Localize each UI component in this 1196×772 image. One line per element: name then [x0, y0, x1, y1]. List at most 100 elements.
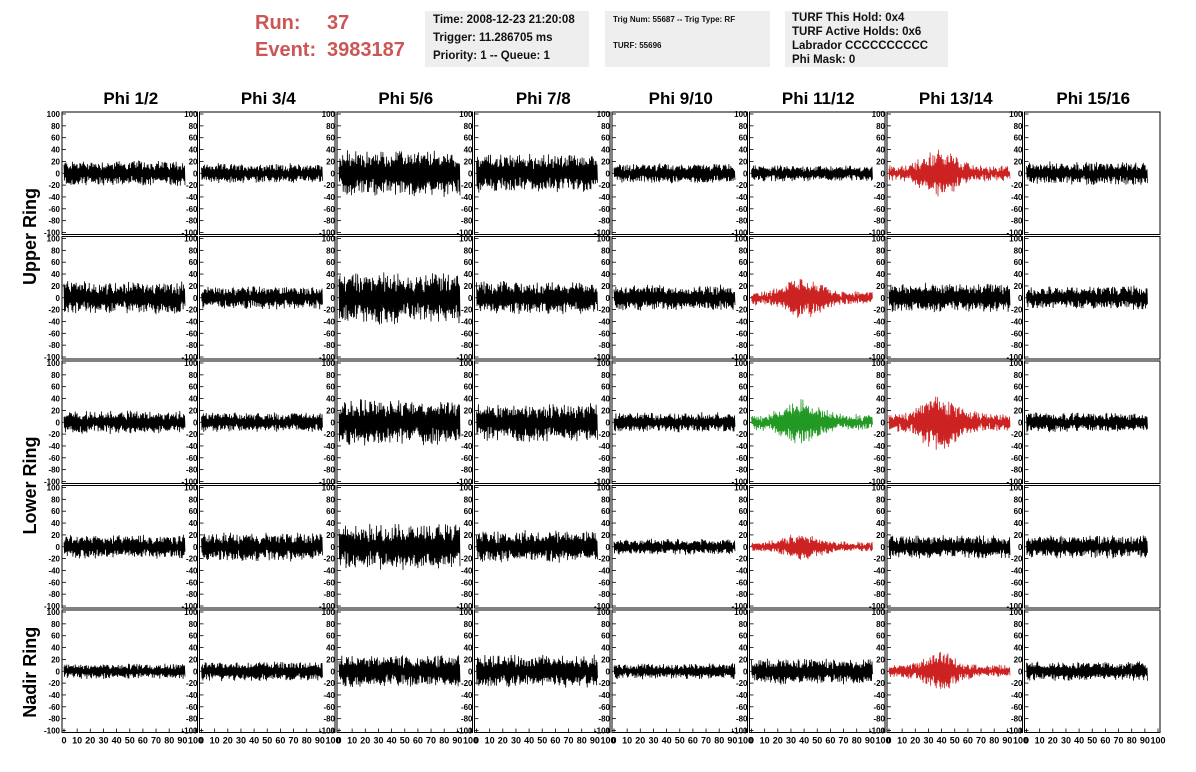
y-tick-label: 100	[459, 484, 473, 493]
waveform-trace	[338, 523, 461, 570]
y-tick-label: -20	[48, 181, 60, 190]
y-tick-label: -60	[323, 703, 335, 712]
y-tick-label: 0	[743, 543, 748, 552]
x-tick-label: 90	[315, 736, 325, 746]
y-tick-label: -100	[731, 602, 748, 611]
y-tick-label: 60	[1014, 383, 1023, 392]
y-tick-label: 0	[1018, 543, 1023, 552]
x-tick-label: 70	[839, 736, 849, 746]
y-tick-label: -80	[48, 217, 60, 226]
y-tick-label: 60	[739, 258, 748, 267]
waveform-trace	[613, 663, 736, 680]
y-tick-label: -100	[869, 353, 886, 362]
y-tick-label: 40	[1014, 395, 1023, 404]
x-tick-label: 100	[738, 736, 753, 746]
y-tick-label: 20	[189, 531, 198, 540]
y-tick-label: 60	[51, 383, 60, 392]
y-tick-label: 20	[464, 406, 473, 415]
y-tick-label: -20	[323, 181, 335, 190]
x-tick-label: 30	[98, 736, 108, 746]
y-tick-label: -80	[598, 217, 610, 226]
x-tick-label: 10	[897, 736, 907, 746]
x-tick-label: 70	[564, 736, 574, 746]
y-tick-label: 20	[876, 655, 885, 664]
y-tick-label: -100	[731, 353, 748, 362]
turf-this-hold-text: TURF This Hold: 0x4	[792, 12, 905, 24]
y-tick-label: 40	[739, 644, 748, 653]
y-tick-label: 80	[51, 620, 60, 629]
y-tick-label: 60	[739, 134, 748, 143]
y-tick-label: -100	[869, 727, 886, 736]
y-tick-label: 20	[1014, 655, 1023, 664]
y-tick-label: 80	[739, 620, 748, 629]
y-tick-label: -20	[736, 555, 748, 564]
labrador-text: Labrador CCCCCCCCCC	[792, 40, 929, 52]
y-tick-label: -80	[736, 341, 748, 350]
x-tick-label: 10	[760, 736, 770, 746]
y-tick-label: -20	[323, 679, 335, 688]
y-tick-label: 60	[739, 383, 748, 392]
y-tick-label: -40	[48, 442, 60, 451]
priority-text: Priority: 1 -- Queue: 1	[433, 50, 550, 62]
y-tick-label: 80	[1014, 246, 1023, 255]
y-tick-label: -100	[1006, 727, 1023, 736]
waveform-trace	[338, 399, 461, 446]
y-tick-label: -20	[598, 555, 610, 564]
y-tick-label: 100	[459, 235, 473, 244]
y-tick-label: -80	[323, 590, 335, 599]
y-tick-label: 80	[189, 371, 198, 380]
y-tick-label: -60	[873, 329, 885, 338]
time-info-box: Time: 2008-12-23 21:20:08 Trigger: 11.28…	[425, 11, 589, 67]
y-tick-label: 0	[743, 418, 748, 427]
y-tick-label: 80	[189, 122, 198, 131]
y-tick-label: -80	[186, 715, 198, 724]
y-tick-label: -20	[736, 181, 748, 190]
x-tick-label: 50	[1087, 736, 1097, 746]
y-tick-label: -100	[319, 478, 336, 487]
y-tick-label: -40	[461, 691, 473, 700]
y-tick-label: -60	[186, 703, 198, 712]
y-tick-label: -80	[873, 466, 885, 475]
y-tick-label: -100	[731, 229, 748, 238]
y-tick-label: 80	[601, 620, 610, 629]
x-tick-label: 40	[524, 736, 534, 746]
y-tick-label: 20	[464, 282, 473, 291]
y-tick-label: 0	[468, 667, 473, 676]
y-tick-label: 60	[189, 632, 198, 641]
y-tick-label: -60	[873, 578, 885, 587]
y-tick-label: -20	[1011, 181, 1023, 190]
y-tick-label: 100	[322, 110, 336, 119]
y-tick-label: -80	[598, 341, 610, 350]
y-tick-label: 80	[601, 495, 610, 504]
y-tick-label: 0	[56, 543, 61, 552]
y-tick-label: 60	[326, 258, 335, 267]
y-tick-label: 20	[189, 282, 198, 291]
trig-info-box: Trig Num: 55687 -- Trig Type: RF TURF: 5…	[605, 11, 770, 67]
y-tick-label: -40	[873, 442, 885, 451]
y-tick-label: -80	[873, 341, 885, 350]
y-tick-label: 0	[468, 294, 473, 303]
x-tick-label: 0	[474, 736, 479, 746]
y-tick-label: -40	[598, 691, 610, 700]
y-tick-label: -100	[44, 478, 61, 487]
y-tick-label: 40	[326, 644, 335, 653]
y-tick-label: -80	[323, 466, 335, 475]
y-tick-label: -80	[1011, 341, 1023, 350]
y-tick-label: 0	[193, 294, 198, 303]
waveform-trace	[751, 165, 873, 182]
y-tick-label: 0	[1018, 418, 1023, 427]
y-tick-label: 40	[326, 270, 335, 279]
y-tick-label: 100	[597, 484, 611, 493]
y-tick-label: 100	[459, 359, 473, 368]
y-tick-label: -80	[873, 590, 885, 599]
y-tick-label: 40	[876, 395, 885, 404]
x-tick-label: 50	[262, 736, 272, 746]
y-tick-label: -100	[869, 602, 886, 611]
y-tick-label: 80	[876, 620, 885, 629]
y-tick-label: 80	[464, 246, 473, 255]
y-tick-label: 20	[739, 157, 748, 166]
y-tick-label: 80	[326, 495, 335, 504]
x-tick-label: 60	[963, 736, 973, 746]
y-tick-label: 60	[1014, 507, 1023, 516]
y-tick-label: -60	[323, 578, 335, 587]
